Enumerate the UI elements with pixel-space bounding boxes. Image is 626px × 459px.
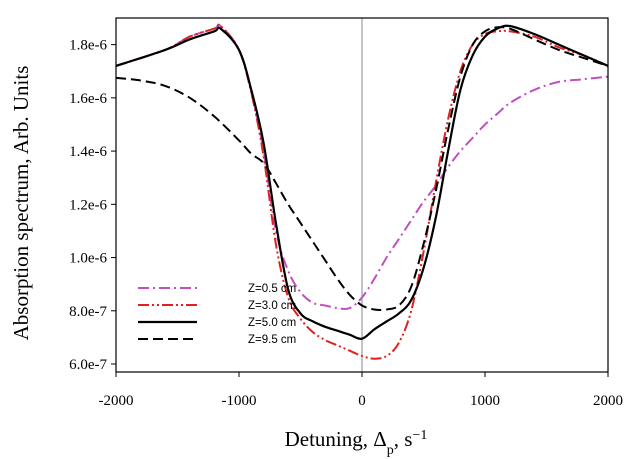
x-axis-title-main: Detuning, Δ [285,427,387,451]
x-axis-title-tail: , s [394,427,413,451]
y-tick-label: 1.4e-6 [69,144,107,160]
y-tick-label: 1.6e-6 [69,91,107,107]
legend-label-1: Z=0.5 cm [248,283,296,295]
legend-label-4: Z=9.5 cm [248,334,296,346]
y-tick-label: 6.0e-7 [69,357,107,373]
y-tick-label: 1.2e-6 [69,197,107,213]
x-tick-label: 2000 [593,393,623,409]
x-tick-label: -1000 [222,393,257,409]
legend-label-3: Z=5.0 cm [248,317,296,329]
legend-label-2: Z=3.0 cm [248,300,296,312]
x-axis-title-sub: p [387,443,394,458]
x-tick-label: -2000 [99,393,134,409]
series-line-3 [115,24,609,340]
y-tick-label: 8.0e-7 [69,304,107,320]
x-axis-title: Detuning, Δp, s−1 [285,427,428,458]
y-axis-ticks: 6.0e-7 8.0e-7 1.0e-6 1.2e-6 1.4e-6 1.6e-6 1.8e… [69,38,116,373]
y-axis-title: Absorption spectrum, Arb. Units [9,66,33,341]
legend: Z=0.5 cm Z=3.0 cm Z=5.0 cm Z=9.5 cm [138,283,296,346]
x-axis-title-sup: −1 [412,428,427,443]
x-axis-ticks: -2000 -1000 0 1000 2000 [99,372,623,409]
x-tick-label: 0 [358,393,366,409]
series-layer [115,23,609,360]
x-tick-label: 1000 [470,393,500,409]
y-tick-label: 1.0e-6 [69,251,107,267]
series-line-4 [115,26,609,311]
y-tick-label: 1.8e-6 [69,38,107,54]
